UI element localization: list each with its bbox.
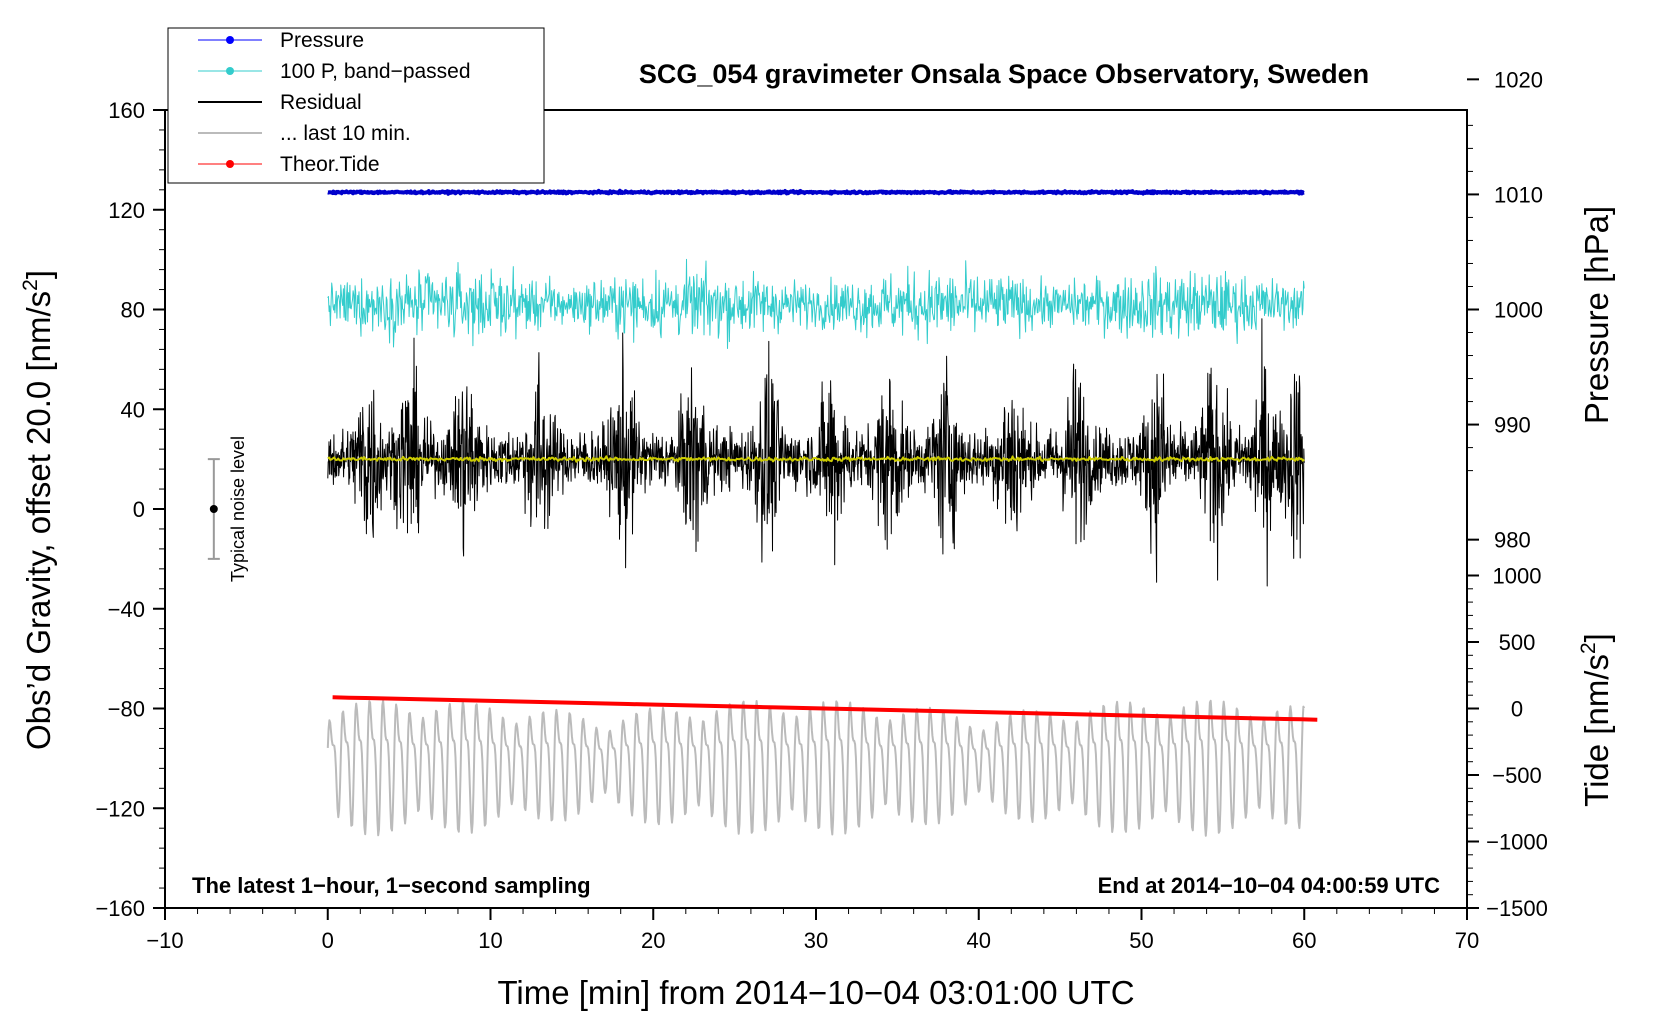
x-tick-label: 0 [322, 928, 334, 953]
series-layer [326, 188, 1318, 837]
series-band-passed-line [327, 258, 1305, 349]
series-pressure-line [326, 188, 1306, 196]
y-axis-label-tide-main: Tide [nm/s [1578, 654, 1615, 807]
x-tick-label: 30 [804, 928, 828, 953]
y-axis-label-pressure: Pressure [hPa] [1578, 206, 1615, 424]
pressure-tick-label: 980 [1494, 528, 1531, 553]
tide-tick-label: 1000 [1493, 564, 1542, 589]
y-tick-label: −80 [108, 697, 145, 722]
y-tick-label: 0 [133, 497, 145, 522]
legend-box [167, 27, 545, 184]
pressure-tick-label: 1010 [1494, 182, 1543, 207]
legend-label: Theor.Tide [280, 153, 380, 176]
y-axis-label-left-sup: 2 [19, 279, 42, 291]
y-tick-label: −40 [108, 597, 145, 622]
series-last-10-min-line [326, 699, 1306, 837]
x-tick-label: 60 [1292, 928, 1316, 953]
y-axis-label-tide: Tide [nm/s2] [1577, 633, 1615, 807]
series-residual-smoothed-line [327, 455, 1305, 463]
y-tick-label: −160 [95, 896, 145, 921]
y-axis-label-left-end: ] [20, 270, 57, 279]
x-axis-label: Time [min] from 2014−10−04 03:01:00 UTC [497, 974, 1134, 1011]
legend: Pressure 100 P, band−passed Residual ... la… [167, 27, 545, 184]
x-tick-label: 50 [1129, 928, 1153, 953]
tide-tick-label: 500 [1499, 630, 1536, 655]
pressure-tick-label: 1000 [1494, 298, 1543, 323]
y-tick-label: 40 [121, 397, 145, 422]
tide-tick-label: −500 [1492, 763, 1542, 788]
y-axis-label-tide-sup: 2 [1577, 642, 1600, 654]
y-axis-label-tide-end: ] [1578, 633, 1615, 642]
legend-label: Residual [280, 91, 362, 114]
axes-layer: −10 0 10 20 30 40 50 60 7016012080400−40−80−120−… [95, 67, 1548, 953]
x-tick-label: 70 [1455, 928, 1479, 953]
note-latest-hour: The latest 1−hour, 1−second sampling [192, 873, 591, 898]
series-residual-line [327, 318, 1305, 587]
y-tick-label: 120 [108, 198, 145, 223]
pressure-tick-label: 1020 [1494, 67, 1543, 92]
y-tick-label: 160 [108, 98, 145, 123]
note-end-time: End at 2014−10−04 04:00:59 UTC [1098, 873, 1441, 898]
y-axis-label-left-main: Obs’d Gravity, offset 20.0 [nm/s [20, 291, 57, 750]
tide-tick-label: −1000 [1486, 830, 1548, 855]
legend-label: Pressure [280, 29, 364, 52]
series-theoretical-tide-line [332, 695, 1318, 722]
legend-marker [226, 36, 234, 44]
noise-level-indicator: Typical noise level [207, 436, 248, 582]
x-tick-label: 40 [967, 928, 991, 953]
y-tick-label: 80 [121, 298, 145, 323]
x-tick-label: 20 [641, 928, 665, 953]
legend-label: 100 P, band−passed [280, 60, 471, 83]
x-tick-label: 10 [478, 928, 502, 953]
y-tick-label: −120 [95, 796, 145, 821]
legend-marker [226, 67, 234, 75]
legend-marker [226, 160, 234, 168]
noise-bar-label: Typical noise level [228, 436, 248, 582]
tide-tick-label: −1500 [1486, 896, 1548, 921]
legend-label: ... last 10 min. [280, 122, 411, 145]
chart-title: SCG_054 gravimeter Onsala Space Observat… [639, 59, 1369, 89]
y-axis-label-left: Obs’d Gravity, offset 20.0 [nm/s2] [19, 270, 57, 750]
x-tick-label: −10 [146, 928, 183, 953]
pressure-tick-label: 990 [1494, 413, 1531, 438]
noise-bar-dot [209, 505, 218, 513]
tide-tick-label: 0 [1511, 697, 1523, 722]
